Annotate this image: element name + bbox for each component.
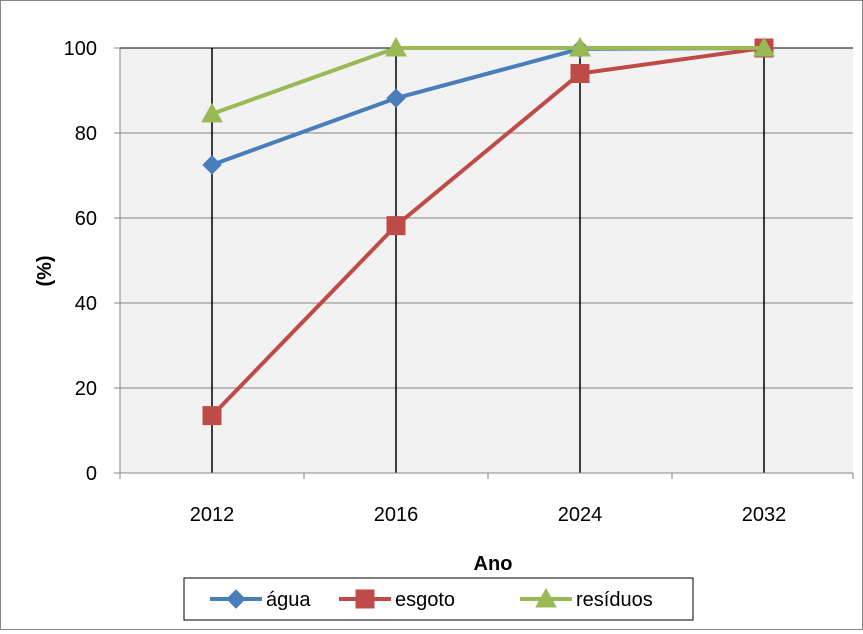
data-point-esgoto bbox=[386, 216, 406, 236]
y-tick-label: 80 bbox=[75, 123, 97, 145]
y-tick-labels: 0 20 40 60 80 100 bbox=[64, 38, 97, 485]
x-tick-label: 2032 bbox=[742, 504, 787, 526]
y-tick-label: 40 bbox=[75, 293, 97, 315]
data-point-esgoto bbox=[202, 406, 222, 426]
legend-item-residuos: resíduos bbox=[520, 587, 653, 611]
legend-box bbox=[183, 577, 694, 621]
y-tick-label: 60 bbox=[75, 208, 97, 230]
legend-item-agua: água bbox=[210, 589, 311, 611]
y-tick-label: 100 bbox=[64, 38, 97, 60]
x-tick-labels: 2012 2016 2024 2032 bbox=[190, 504, 787, 526]
data-point-residuos bbox=[201, 102, 223, 123]
data-point-residuos bbox=[385, 36, 407, 57]
legend-label: água bbox=[266, 589, 311, 611]
data-point-residuos bbox=[753, 36, 775, 57]
series-line-residuos bbox=[211, 46, 764, 116]
legend-marker-esgoto bbox=[355, 589, 375, 609]
legend-item-esgoto: esgoto bbox=[339, 589, 455, 611]
y-tick-label: 0 bbox=[86, 463, 97, 485]
x-tick-label: 2016 bbox=[374, 504, 419, 526]
plot-area bbox=[120, 48, 853, 473]
x-tick-label: 2024 bbox=[558, 504, 603, 526]
series bbox=[201, 36, 775, 426]
data-point-esgoto bbox=[570, 64, 590, 83]
y-axis-title: (%) bbox=[34, 255, 56, 286]
y-tick-label: 20 bbox=[75, 378, 97, 400]
data-point-agua bbox=[386, 88, 406, 108]
series-line-esgoto bbox=[210, 46, 765, 418]
legend-label: esgoto bbox=[395, 589, 455, 611]
series-residuos bbox=[201, 36, 775, 123]
x-tick-label: 2012 bbox=[190, 504, 235, 526]
x-axis-title: Ano bbox=[474, 553, 513, 575]
legend-marker-residuos bbox=[535, 587, 557, 608]
data-point-agua bbox=[202, 155, 222, 175]
legend-label: resíduos bbox=[576, 589, 653, 611]
legend: água esgoto resíduos bbox=[183, 577, 694, 621]
data-point-residuos bbox=[569, 36, 591, 57]
axes bbox=[114, 47, 854, 479]
legend-marker-agua bbox=[226, 589, 246, 609]
